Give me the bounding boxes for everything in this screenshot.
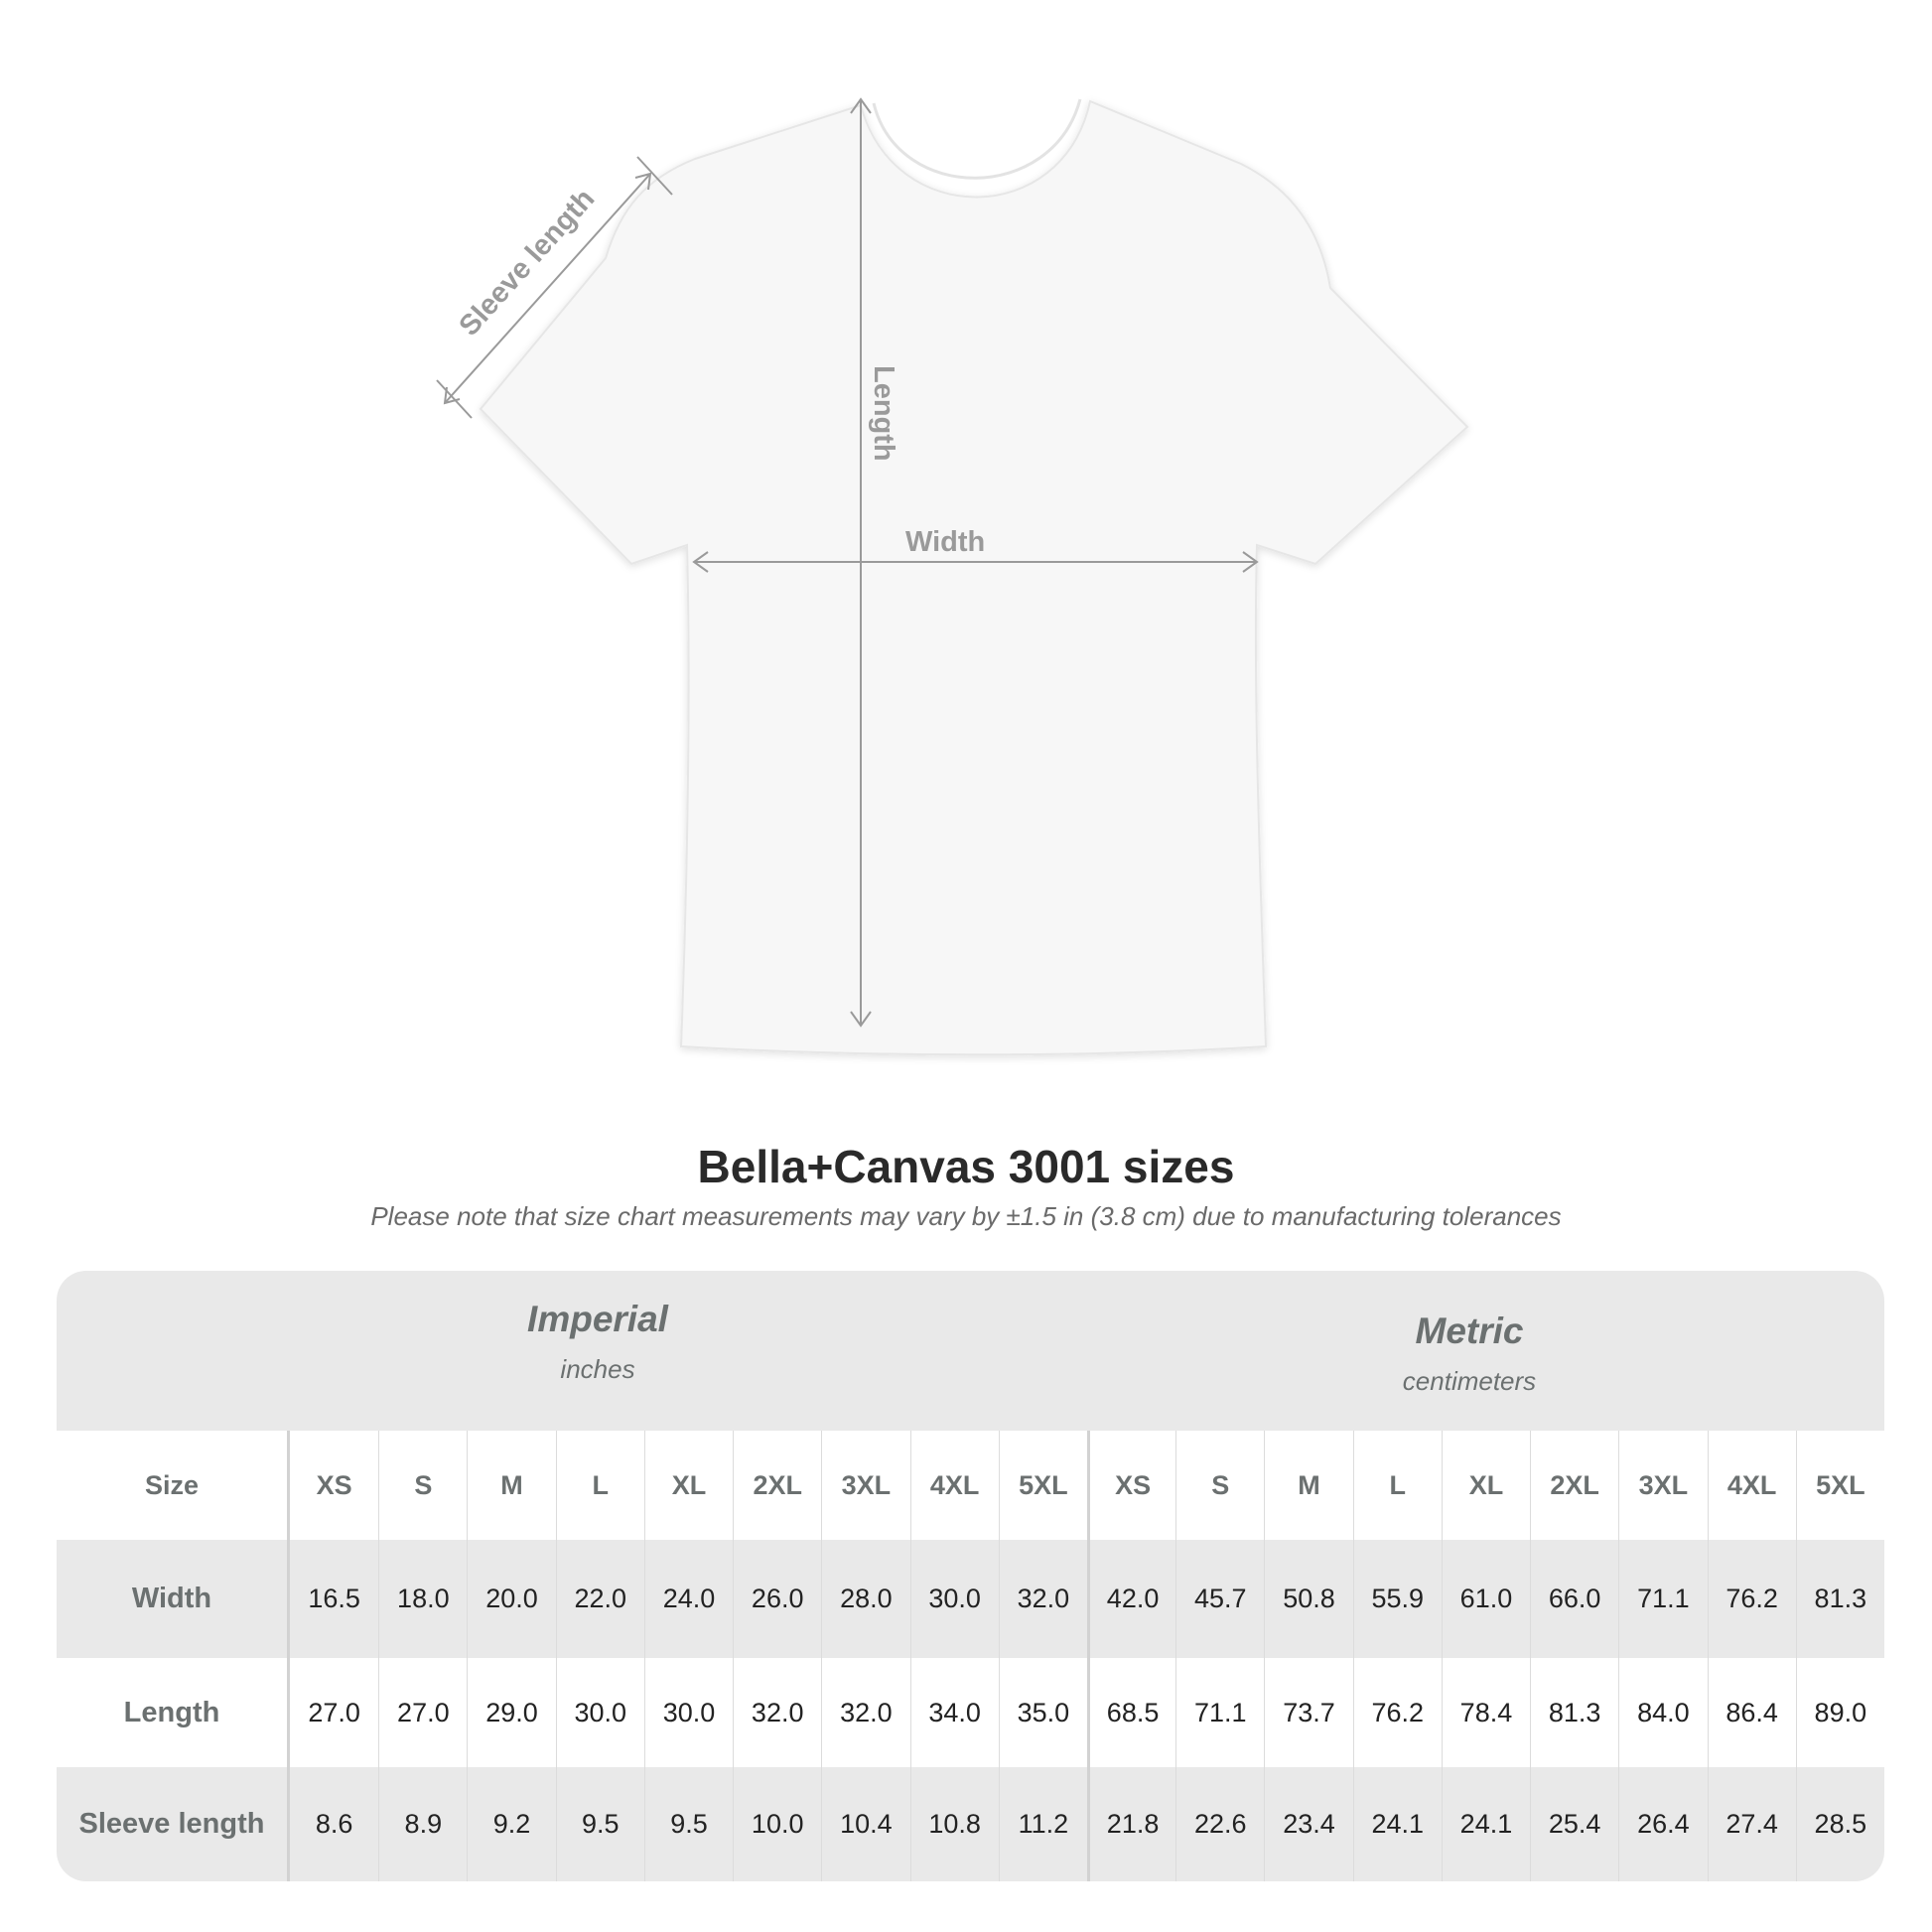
metric-value-cell: 28.5 bbox=[1795, 1767, 1884, 1881]
imperial-value-cell: 24.0 bbox=[643, 1540, 733, 1658]
row-label: Length bbox=[57, 1658, 290, 1767]
metric-size-header: 5XL bbox=[1795, 1431, 1884, 1540]
row-label: Width bbox=[57, 1540, 290, 1658]
imperial-size-header: M bbox=[467, 1431, 555, 1540]
imperial-size-header: 4XL bbox=[909, 1431, 999, 1540]
tshirt-diagram: Sleeve length Length Width bbox=[436, 97, 1469, 1056]
table-row: Width 16.5 18.0 20.0 22.0 24.0 26.0 28.0 30.0 32.… bbox=[57, 1540, 1884, 1658]
imperial-title: Imperial bbox=[527, 1299, 668, 1339]
metric-unit: centimeters bbox=[1402, 1366, 1537, 1396]
imperial-value-cell: 10.0 bbox=[733, 1767, 821, 1881]
metric-title: Metric bbox=[1415, 1311, 1524, 1351]
imperial-value-cell: 32.0 bbox=[733, 1658, 821, 1767]
imperial-value-cell: 34.0 bbox=[909, 1658, 999, 1767]
metric-value-cell: 81.3 bbox=[1795, 1540, 1884, 1658]
metric-value-cell: 71.1 bbox=[1618, 1540, 1707, 1658]
imperial-value-cell: 30.0 bbox=[909, 1540, 999, 1658]
imperial-value-cell: 9.5 bbox=[555, 1767, 644, 1881]
imperial-value-cell: 9.2 bbox=[467, 1767, 555, 1881]
metric-size-header: 2XL bbox=[1530, 1431, 1618, 1540]
metric-value-cell: 61.0 bbox=[1441, 1540, 1530, 1658]
measure-arrows bbox=[436, 97, 1259, 1028]
metric-value-cell: 66.0 bbox=[1530, 1540, 1618, 1658]
metric-value-cell: 42.0 bbox=[1086, 1540, 1175, 1658]
metric-value-cell: 25.4 bbox=[1530, 1767, 1618, 1881]
metric-value-cell: 50.8 bbox=[1264, 1540, 1352, 1658]
metric-value-cell: 23.4 bbox=[1264, 1767, 1352, 1881]
metric-size-header: XS bbox=[1086, 1431, 1175, 1540]
unit-header-band bbox=[57, 1271, 1884, 1431]
imperial-value-cell: 22.0 bbox=[555, 1540, 644, 1658]
metric-value-cell: 26.4 bbox=[1618, 1767, 1707, 1881]
size-table: Imperial inches Metric centimeters Size X… bbox=[57, 1271, 1884, 1881]
row-label: Sleeve length bbox=[57, 1767, 290, 1881]
metric-value-cell: 89.0 bbox=[1795, 1658, 1884, 1767]
imperial-value-cell: 27.0 bbox=[308, 1697, 360, 1727]
imperial-value-cell: 30.0 bbox=[555, 1658, 644, 1767]
imperial-header: Imperial inches bbox=[300, 1299, 896, 1385]
metric-value-cell: 55.9 bbox=[1352, 1540, 1442, 1658]
table-row: Length 27.0 27.0 29.0 30.0 30.0 32.0 32.0 34.0 35… bbox=[57, 1658, 1884, 1767]
metric-size-header: 4XL bbox=[1707, 1431, 1796, 1540]
metric-value-cell: 84.0 bbox=[1618, 1658, 1707, 1767]
metric-value-cell: 73.7 bbox=[1264, 1658, 1352, 1767]
metric-size-header: L bbox=[1352, 1431, 1442, 1540]
imperial-value-cell: 16.5 bbox=[308, 1584, 360, 1613]
imperial-value-cell: 10.4 bbox=[821, 1767, 909, 1881]
imperial-size-header: L bbox=[555, 1431, 644, 1540]
metric-value-cell: 21.8 bbox=[1086, 1767, 1175, 1881]
imperial-value-cell: 8.9 bbox=[378, 1767, 467, 1881]
metric-value-cell: 76.2 bbox=[1707, 1540, 1796, 1658]
imperial-value-cell: 20.0 bbox=[467, 1540, 555, 1658]
metric-value-cell: 24.1 bbox=[1352, 1767, 1442, 1881]
row-label: Size bbox=[57, 1431, 290, 1540]
metric-value-cell: 24.1 bbox=[1441, 1767, 1530, 1881]
imperial-value-cell: 35.0 bbox=[998, 1658, 1087, 1767]
metric-value-cell: 86.4 bbox=[1707, 1658, 1796, 1767]
size-header-row: Size XS S M L XL 2XL 3XL 4XL 5XL XS S M L XL 2XL 3XL 4XL 5… bbox=[57, 1431, 1884, 1540]
table-row: Sleeve length 8.6 8.9 9.2 9.5 9.5 10.0 10.4 10.8… bbox=[57, 1767, 1884, 1881]
imperial-value-cell: 8.6 bbox=[315, 1809, 353, 1839]
metric-value-cell: 27.4 bbox=[1707, 1767, 1796, 1881]
imperial-value-cell: 27.0 bbox=[378, 1658, 467, 1767]
imperial-value-cell: 10.8 bbox=[909, 1767, 999, 1881]
imperial-size-header: 2XL bbox=[733, 1431, 821, 1540]
imperial-value-cell: 32.0 bbox=[998, 1540, 1087, 1658]
page-title: Bella+Canvas 3001 sizes bbox=[697, 1141, 1235, 1192]
imperial-value-cell: 30.0 bbox=[643, 1658, 733, 1767]
imperial-value-cell: 29.0 bbox=[467, 1658, 555, 1767]
imperial-size-header: XL bbox=[643, 1431, 733, 1540]
imperial-value-cell: 32.0 bbox=[821, 1658, 909, 1767]
imperial-size-header: 5XL bbox=[998, 1431, 1087, 1540]
length-label: Length bbox=[868, 365, 899, 462]
imperial-unit: inches bbox=[560, 1354, 635, 1384]
metric-value-cell: 68.5 bbox=[1086, 1658, 1175, 1767]
metric-value-cell: 22.6 bbox=[1175, 1767, 1264, 1881]
imperial-size-header: XS bbox=[316, 1469, 352, 1500]
imperial-size-header: 3XL bbox=[821, 1431, 909, 1540]
imperial-value-cell: 28.0 bbox=[821, 1540, 909, 1658]
imperial-size-header: S bbox=[378, 1431, 467, 1540]
metric-value-cell: 71.1 bbox=[1175, 1658, 1264, 1767]
metric-size-header: XL bbox=[1441, 1431, 1530, 1540]
width-label: Width bbox=[905, 526, 985, 558]
tolerance-note: Please note that size chart measurements… bbox=[370, 1201, 1562, 1231]
metric-value-cell: 76.2 bbox=[1352, 1658, 1442, 1767]
imperial-value-cell: 9.5 bbox=[643, 1767, 733, 1881]
metric-value-cell: 81.3 bbox=[1530, 1658, 1618, 1767]
tshirt-shape bbox=[479, 99, 1469, 1056]
imperial-value-cell: 18.0 bbox=[378, 1540, 467, 1658]
metric-size-header: M bbox=[1264, 1431, 1352, 1540]
imperial-value-cell: 26.0 bbox=[733, 1540, 821, 1658]
metric-header: Metric centimeters bbox=[1172, 1311, 1767, 1397]
metric-size-header: S bbox=[1175, 1431, 1264, 1540]
metric-value-cell: 45.7 bbox=[1175, 1540, 1264, 1658]
imperial-value-cell: 11.2 bbox=[998, 1767, 1087, 1881]
metric-size-header: 3XL bbox=[1618, 1431, 1707, 1540]
metric-value-cell: 78.4 bbox=[1441, 1658, 1530, 1767]
